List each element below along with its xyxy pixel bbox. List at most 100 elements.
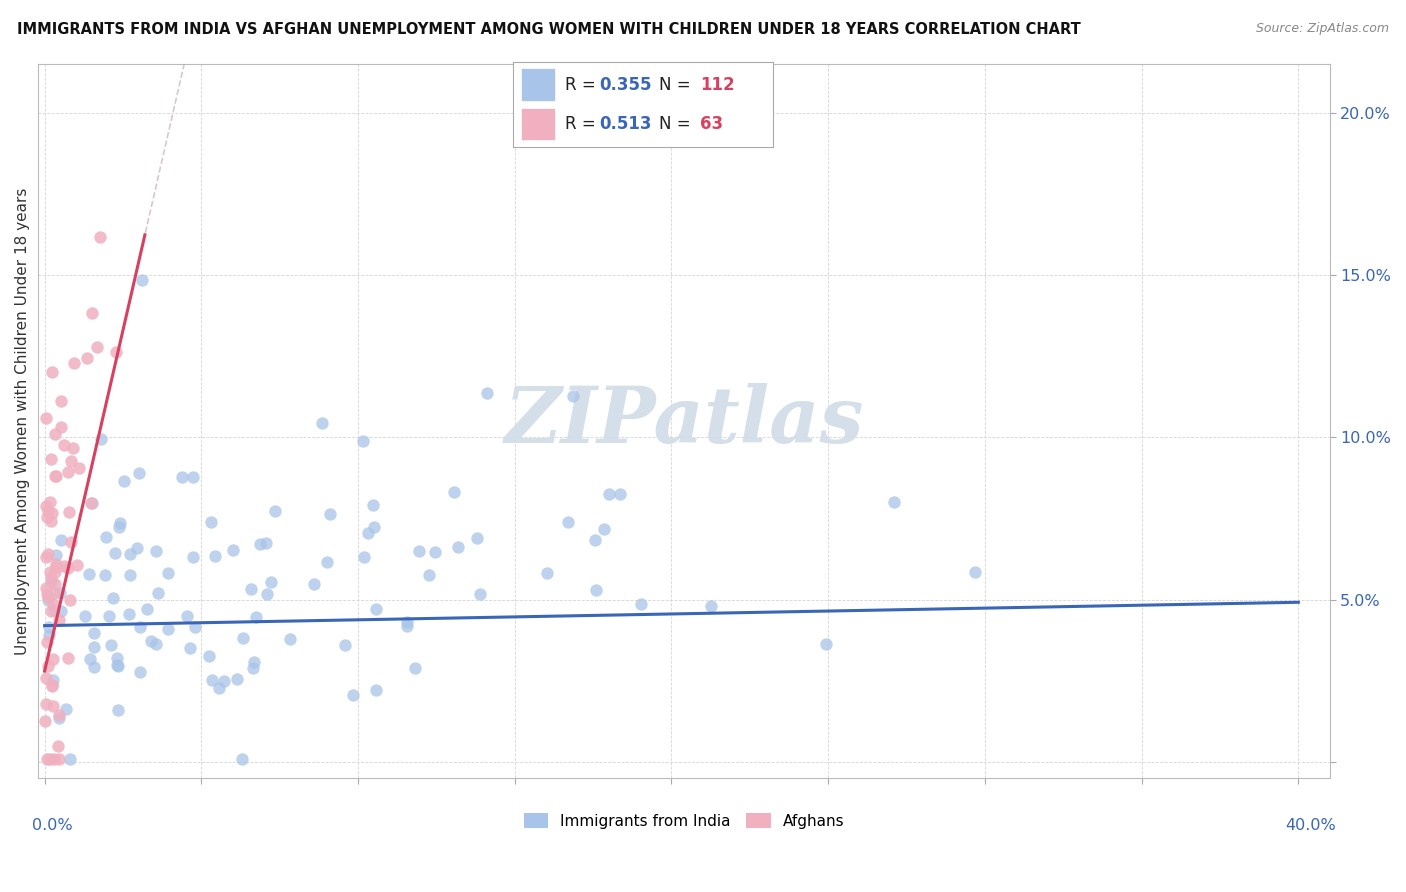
Point <box>423 545 446 559</box>
Point <box>58 465 80 479</box>
Point <box>404 661 426 675</box>
Point <box>443 484 465 499</box>
Point <box>51 393 73 408</box>
Point <box>200 515 222 529</box>
Point <box>396 615 419 629</box>
Point <box>62 442 84 456</box>
Text: 0.0%: 0.0% <box>32 817 73 832</box>
Point <box>357 526 380 541</box>
Point <box>700 599 723 614</box>
Point <box>48 613 70 627</box>
Point <box>37 592 59 607</box>
Point <box>41 574 63 589</box>
Point <box>156 566 179 580</box>
Text: ZIPatlas: ZIPatlas <box>505 383 863 459</box>
Point <box>129 665 152 679</box>
Point <box>585 583 607 598</box>
Point <box>256 587 278 601</box>
Point <box>630 597 652 611</box>
Point <box>38 628 60 642</box>
Point <box>44 566 66 580</box>
Point <box>66 558 89 573</box>
Point <box>37 547 59 561</box>
Point <box>105 650 128 665</box>
Point <box>101 591 124 606</box>
Point <box>585 533 607 547</box>
Point <box>254 536 277 550</box>
Text: N =: N = <box>659 115 696 133</box>
Point <box>468 587 491 601</box>
Point <box>45 560 67 574</box>
Point <box>557 515 579 529</box>
Point <box>73 609 96 624</box>
Point <box>477 385 499 400</box>
Point <box>48 711 70 725</box>
Text: 112: 112 <box>700 77 735 95</box>
Point <box>183 550 205 565</box>
Point <box>49 604 72 618</box>
Point <box>42 598 65 612</box>
Point <box>49 533 72 548</box>
Point <box>39 495 62 509</box>
Point <box>38 620 60 634</box>
Point <box>363 520 385 534</box>
Point <box>41 365 63 379</box>
Point <box>37 590 59 604</box>
Point <box>58 504 80 518</box>
Point <box>34 671 56 685</box>
Point <box>127 541 149 556</box>
Point <box>94 530 117 544</box>
Point <box>598 486 620 500</box>
Point <box>42 651 65 665</box>
Point <box>80 306 103 320</box>
Bar <box>522 108 555 140</box>
Point <box>80 496 103 510</box>
Point <box>83 659 105 673</box>
Point <box>41 506 63 520</box>
Point <box>107 658 129 673</box>
Point <box>364 602 387 616</box>
Point <box>35 697 58 711</box>
Point <box>112 474 135 488</box>
Point <box>131 272 153 286</box>
Point <box>44 468 66 483</box>
Point <box>249 537 271 551</box>
Legend: Immigrants from India, Afghans: Immigrants from India, Afghans <box>517 806 851 835</box>
Point <box>80 496 103 510</box>
Text: R =: R = <box>565 115 602 133</box>
Point <box>42 603 65 617</box>
Point <box>353 550 375 565</box>
Point <box>304 576 326 591</box>
Point <box>145 543 167 558</box>
Point <box>37 752 59 766</box>
Point <box>408 543 430 558</box>
Point <box>86 340 108 354</box>
Point <box>59 454 82 468</box>
Point <box>97 609 120 624</box>
Point <box>62 356 84 370</box>
Point <box>176 609 198 624</box>
Point <box>44 426 66 441</box>
Point <box>342 688 364 702</box>
Point <box>90 432 112 446</box>
Point <box>883 495 905 509</box>
Point <box>67 460 90 475</box>
Point <box>49 586 72 600</box>
Point <box>46 739 69 754</box>
Point <box>536 566 558 581</box>
Point <box>41 679 63 693</box>
Point <box>52 559 75 574</box>
Point <box>231 752 253 766</box>
Point <box>222 543 245 558</box>
Point <box>45 557 67 571</box>
Point <box>118 547 141 561</box>
Point <box>243 655 266 669</box>
Text: Source: ZipAtlas.com: Source: ZipAtlas.com <box>1256 22 1389 36</box>
Point <box>418 568 440 582</box>
Point <box>170 470 193 484</box>
Point <box>465 531 488 545</box>
Point <box>179 640 201 655</box>
Point <box>79 652 101 666</box>
Point <box>815 637 838 651</box>
Point <box>592 522 614 536</box>
